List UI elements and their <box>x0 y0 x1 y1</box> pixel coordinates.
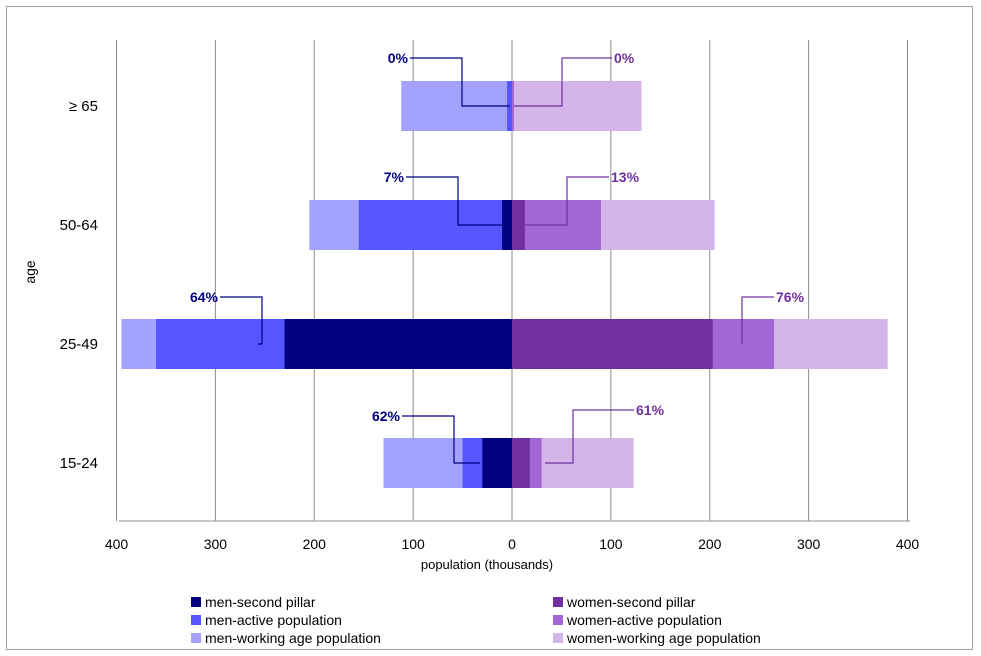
bars <box>121 81 888 488</box>
bar <box>502 200 512 250</box>
x-tick-label: 200 <box>303 536 327 552</box>
x-tick-label: 100 <box>401 536 425 552</box>
men-leader-line <box>410 57 510 107</box>
x-axis-title: population (thousands) <box>421 557 553 572</box>
x-tick-label: 300 <box>797 536 821 552</box>
men-percent-label: 0% <box>388 50 409 66</box>
category-labels: ≥ 65 50-64 25-49 15-24 <box>60 98 98 472</box>
women-leader-line <box>741 296 774 344</box>
annotations: 0% 7% 64% 62% 0% 13% 76% 61% <box>190 50 805 464</box>
women-leader-line <box>514 57 612 107</box>
women-percent-label: 0% <box>614 50 635 66</box>
men-leader-line <box>220 296 263 345</box>
bar <box>482 438 512 488</box>
category-label: ≥ 65 <box>69 98 98 115</box>
category-label: 25-49 <box>60 336 98 353</box>
women-percent-label: 76% <box>776 289 805 305</box>
x-tick-label: 400 <box>896 536 920 552</box>
women-percent-label: 13% <box>611 169 640 185</box>
category-label: 50-64 <box>60 217 98 234</box>
x-tick-label: 0 <box>508 536 516 552</box>
category-label: 15-24 <box>60 455 98 472</box>
x-tick-label: 100 <box>599 536 623 552</box>
bar <box>284 319 512 369</box>
men-percent-label: 62% <box>372 408 401 424</box>
women-leader-line <box>545 409 634 464</box>
women-leader-line <box>520 176 609 226</box>
bar <box>512 438 530 488</box>
bar <box>512 81 514 131</box>
men-leader-line <box>406 176 505 226</box>
women-percent-label: 61% <box>636 402 665 418</box>
bar <box>512 200 525 250</box>
bar <box>512 319 713 369</box>
men-leader-line <box>402 415 480 464</box>
men-percent-label: 7% <box>384 169 405 185</box>
x-tick-label: 200 <box>698 536 722 552</box>
x-tick-label: 400 <box>105 536 129 552</box>
men-percent-label: 64% <box>190 289 219 305</box>
y-axis-title: age <box>22 260 38 284</box>
x-axis: 400 300 200 100 0 100 200 300 400 <box>105 536 920 552</box>
x-tick-label: 300 <box>204 536 228 552</box>
